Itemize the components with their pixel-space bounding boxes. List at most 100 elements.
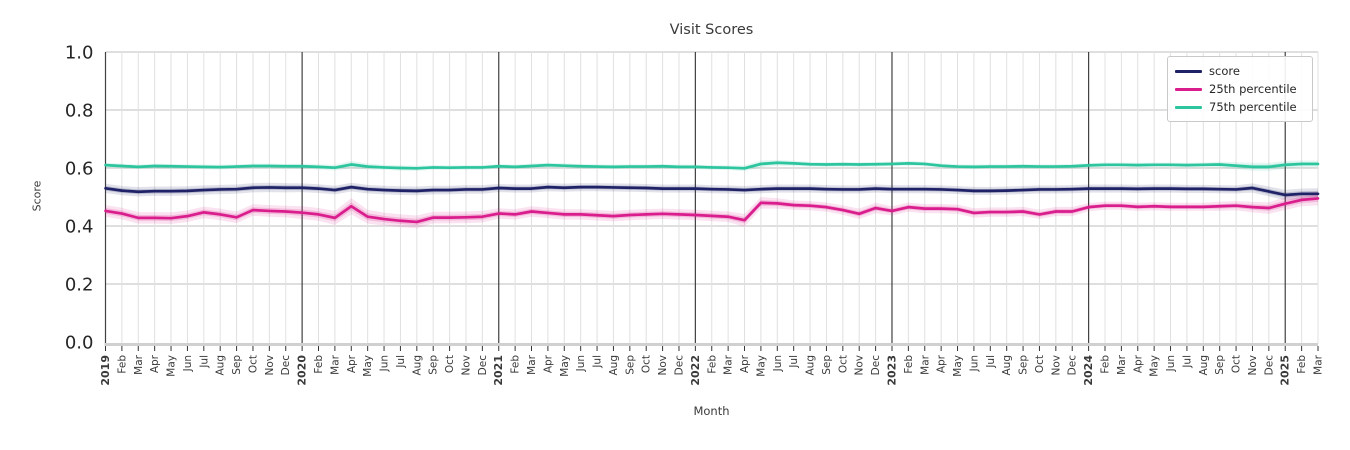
x-tick-label: Jul	[198, 355, 210, 369]
line-75th-percentile	[104, 161, 1320, 170]
x-tick-label: Mar	[723, 354, 735, 374]
x-tick-label: Jul	[395, 355, 407, 369]
x-tick-label: Jun	[772, 355, 784, 372]
y-tick-label: 0.4	[65, 217, 94, 238]
y-tick-label: 0.6	[65, 159, 94, 180]
x-tick-label: Jul	[592, 355, 604, 369]
x-tick-label: Feb	[313, 355, 325, 374]
chart-title: Visit Scores	[669, 22, 754, 38]
x-tick-label: Aug	[215, 355, 227, 376]
x-tick-label: Dec	[1263, 355, 1275, 376]
x-tick-label: Oct	[444, 355, 456, 373]
x-tick-label: Mar	[329, 354, 341, 374]
x-tick-label: Sep	[624, 355, 636, 375]
x-tick-label: Mar	[919, 354, 931, 374]
x-tick-label: Apr	[1132, 354, 1144, 373]
x-tick-label: Nov	[657, 355, 669, 376]
x-tick-label: Nov	[854, 355, 866, 376]
x-tick-label: Dec	[477, 355, 489, 376]
x-tick-label: Oct	[1231, 355, 1243, 373]
line-score	[104, 185, 1320, 197]
x-tick-label: Apr	[542, 354, 554, 373]
x-tick-label: Apr	[149, 354, 161, 373]
y-axis-label: Score	[30, 180, 44, 212]
x-tick-label: May	[755, 355, 767, 377]
x-tick-label: Sep	[428, 355, 440, 375]
x-tick-label: Nov	[1247, 355, 1259, 376]
legend-item-label: 25th percentile	[1209, 82, 1297, 96]
x-tick-label: May	[1149, 355, 1161, 377]
x-tick-label: Jun	[379, 355, 391, 372]
legend-item: score	[1175, 62, 1304, 80]
band-25th-percentile	[105, 191, 1318, 229]
band-score	[105, 182, 1318, 201]
x-tick-label: Mar	[1313, 354, 1325, 374]
legend-item-label: score	[1209, 64, 1240, 78]
x-tick-label: Apr	[739, 354, 751, 373]
legend-item: 75th percentile	[1175, 98, 1304, 116]
y-tick-label: 1.0	[65, 43, 94, 64]
x-tick-label: 2023	[885, 355, 898, 386]
x-tick-label: Jun	[182, 355, 194, 372]
x-tick-label: Dec	[870, 355, 882, 376]
x-tick-label: Jul	[1181, 355, 1193, 369]
x-tick-label: 2025	[1279, 355, 1292, 386]
line-25th-percentile	[104, 197, 1320, 224]
x-tick-label: Feb	[116, 355, 128, 374]
x-tick-label: Aug	[1001, 355, 1013, 376]
x-tick-label: Nov	[460, 355, 472, 376]
x-tick-label: Jun	[1165, 355, 1177, 372]
x-tick-label: Sep	[1018, 355, 1030, 375]
x-tick-label: Sep	[821, 355, 833, 375]
x-axis-label: Month	[693, 404, 730, 418]
y-tick-label: 0.0	[65, 333, 94, 354]
x-tick-label: 2022	[689, 355, 702, 386]
x-tick-label: May	[166, 355, 178, 377]
legend-item-label: 75th percentile	[1209, 100, 1297, 114]
x-tick-label: Jul	[985, 355, 997, 369]
x-tick-label: Dec	[673, 355, 685, 376]
x-tick-label: Sep	[1214, 355, 1226, 375]
x-tick-label: Dec	[1067, 355, 1079, 376]
x-tick-label: Feb	[706, 355, 718, 374]
x-tick-label: Aug	[805, 355, 817, 376]
legend-swatch-line	[1175, 105, 1202, 109]
x-tick-label: Apr	[346, 354, 358, 373]
x-tick-label: 2019	[99, 355, 112, 386]
legend-swatch-line	[1175, 87, 1202, 91]
legend: score 25th percentile 75th percentile	[1167, 56, 1313, 122]
x-tick-label: Mar	[1116, 354, 1128, 374]
x-tick-label: May	[362, 355, 374, 377]
y-tick-label: 0.8	[65, 101, 94, 122]
x-tick-label: 2020	[296, 355, 309, 386]
x-tick-label: Oct	[641, 355, 653, 373]
legend-swatch-line	[1175, 69, 1202, 73]
x-tick-label: Mar	[133, 354, 145, 374]
x-tick-label: Aug	[411, 355, 423, 376]
band-score	[105, 184, 1318, 198]
x-tick-label: Feb	[903, 355, 915, 374]
x-tick-label: Aug	[608, 355, 620, 376]
x-tick-label: Apr	[936, 354, 948, 373]
x-tick-label: Feb	[1099, 355, 1111, 374]
x-tick-label: Jul	[788, 355, 800, 369]
x-tick-label: Sep	[231, 355, 243, 375]
x-tick-label: Jun	[968, 355, 980, 372]
x-tick-label: Jun	[575, 355, 587, 372]
x-tick-label: Aug	[1198, 355, 1210, 376]
x-tick-label: Oct	[1034, 355, 1046, 373]
x-tick-label: Nov	[264, 355, 276, 376]
x-tick-label: May	[952, 355, 964, 377]
y-tick-label: 0.2	[65, 275, 94, 296]
legend-item: 25th percentile	[1175, 80, 1304, 98]
x-tick-label: Feb	[1296, 355, 1308, 374]
x-tick-label: Nov	[1050, 355, 1062, 376]
x-tick-label: Oct	[837, 355, 849, 373]
x-tick-label: Feb	[510, 355, 522, 374]
x-tick-label: May	[559, 355, 571, 377]
x-tick-label: 2024	[1082, 355, 1095, 386]
x-tick-label: Mar	[526, 354, 538, 374]
x-tick-label: 2021	[492, 355, 505, 386]
